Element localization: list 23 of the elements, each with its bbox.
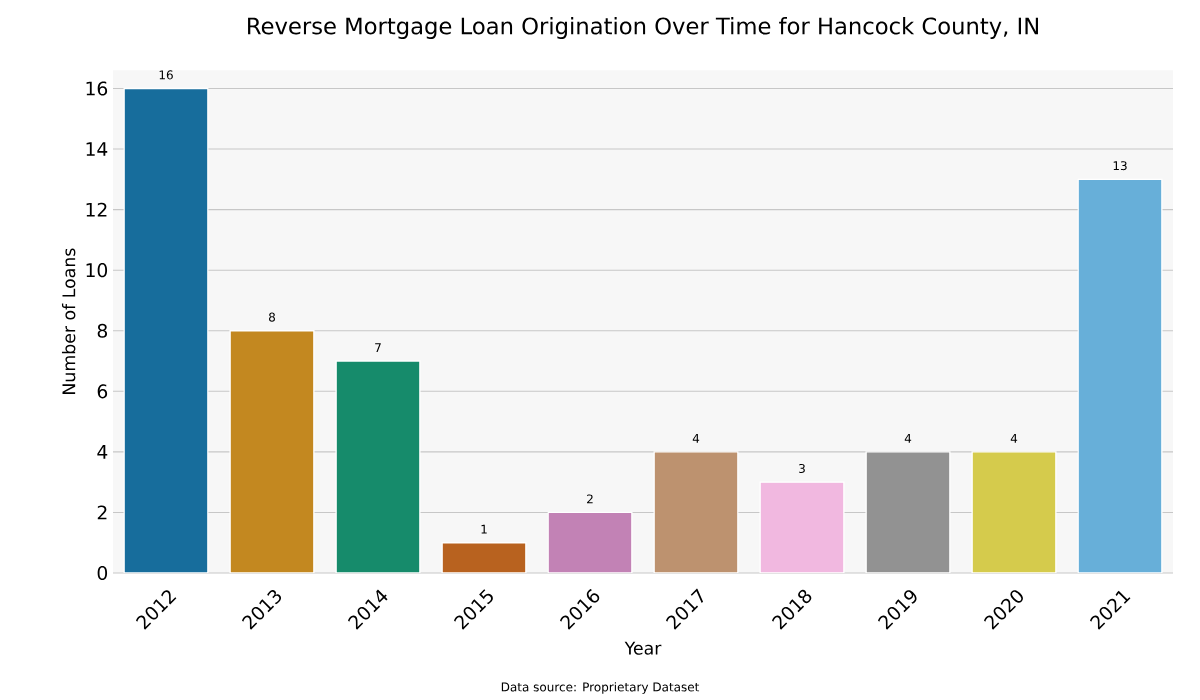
- data-label: 1: [481, 524, 487, 534]
- y-tick-label: 8: [97, 323, 108, 338]
- data-label: 4: [692, 434, 700, 443]
- chart-title: Reverse Mortgage Loan Origination Over Time for Hancock County, IN: [248, 17, 1038, 39]
- data-label: 8: [269, 312, 275, 322]
- x-axis-title: Year: [624, 641, 662, 655]
- y-tick-label: 0: [97, 565, 108, 581]
- data-label: 3: [799, 463, 805, 474]
- y-tick-label: 6: [97, 384, 108, 399]
- data-label: 2: [587, 494, 593, 504]
- y-tick-label: 10: [86, 263, 108, 278]
- y-tick-label: 14: [86, 142, 108, 156]
- y-tick-label: 4: [97, 445, 108, 459]
- data-label: 16: [159, 70, 173, 80]
- y-tick-label: 12: [86, 202, 107, 217]
- data-label: 13: [1113, 161, 1127, 171]
- y-axis-title: Number of Loans: [61, 248, 76, 394]
- data-label: 7: [375, 343, 381, 352]
- y-tick-label: 16: [86, 81, 108, 96]
- source-note: Data source: Proprietary Dataset: [501, 682, 700, 694]
- data-label: 4: [1010, 434, 1018, 443]
- data-label: 4: [904, 434, 912, 443]
- y-tick-label: 2: [97, 505, 107, 520]
